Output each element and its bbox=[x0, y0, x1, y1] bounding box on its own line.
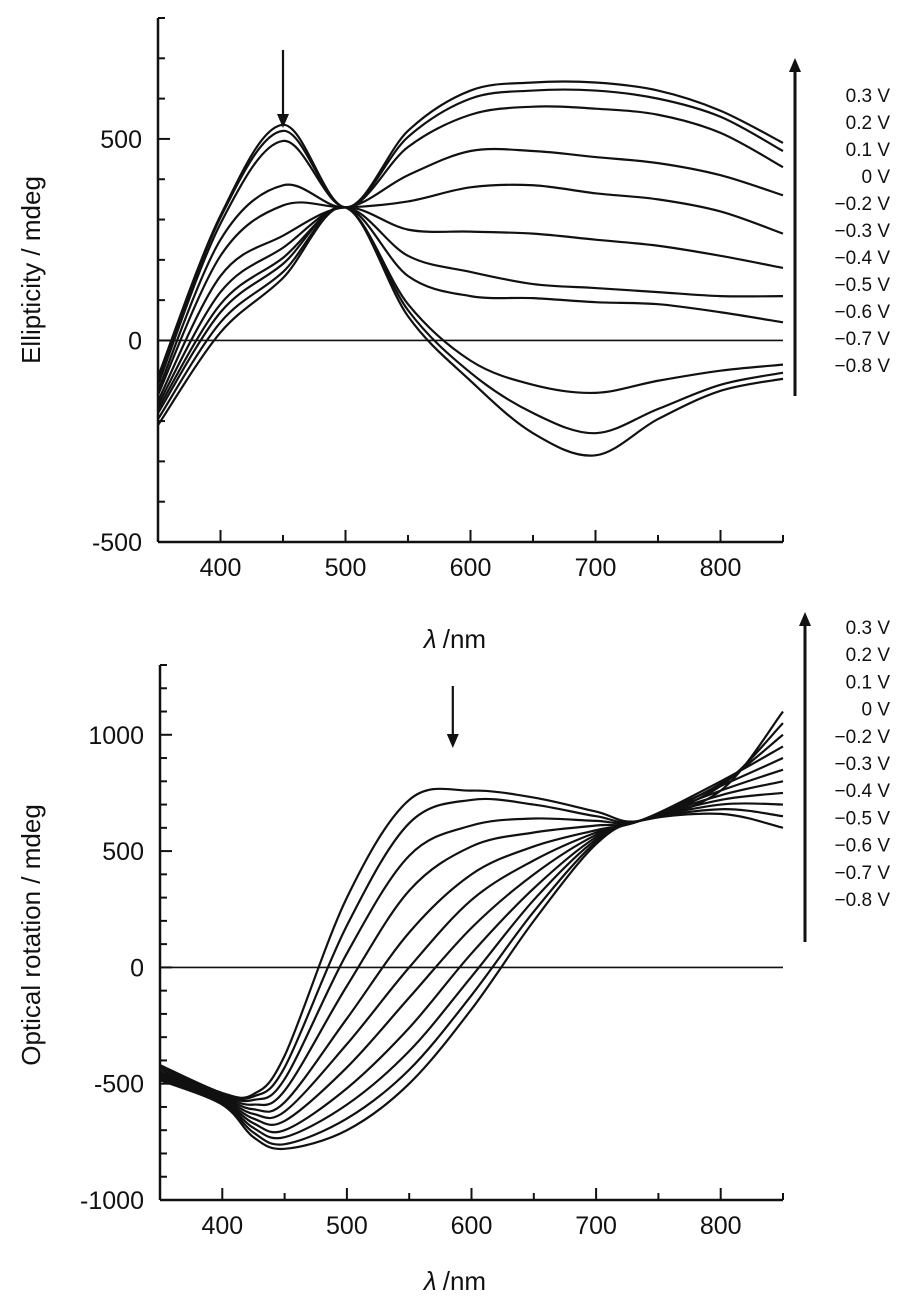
series-line-8 bbox=[159, 802, 784, 1140]
voltage-label: 0.2 V bbox=[846, 645, 891, 666]
y-tick-label: 500 bbox=[102, 838, 144, 866]
ellipticity-axes: 400 500 600 700 800 -500 0 500 bbox=[92, 17, 784, 582]
series-line-10 bbox=[159, 812, 784, 1151]
voltage-label: −0.3 V bbox=[835, 221, 891, 242]
voltage-label: −0.3 V bbox=[835, 754, 891, 775]
series-line-2 bbox=[156, 105, 784, 386]
series-line-6 bbox=[157, 206, 784, 406]
x-tick-label: 500 bbox=[325, 554, 367, 582]
voltage-label: −0.7 V bbox=[835, 329, 891, 350]
x-tick-label: 600 bbox=[451, 1212, 493, 1240]
annotation-arrow-head bbox=[446, 734, 459, 748]
voltage-label: 0.3 V bbox=[846, 86, 891, 107]
y-tick-label: -500 bbox=[94, 1071, 144, 1099]
y-tick-label: 0 bbox=[130, 954, 144, 982]
voltage-label: −0.6 V bbox=[835, 302, 891, 323]
x-tick-label: 800 bbox=[700, 1212, 742, 1240]
ellipticity-y-axis-title: Ellipticity / mdeg bbox=[16, 176, 46, 364]
voltage-label: −0.2 V bbox=[835, 194, 891, 215]
series-line-5 bbox=[157, 206, 784, 402]
series-line-0 bbox=[156, 80, 784, 378]
voltage-label: 0 V bbox=[861, 700, 890, 721]
series-line-1 bbox=[156, 88, 784, 382]
x-tick-label: 700 bbox=[575, 554, 617, 582]
y-tick-label: 1000 bbox=[88, 722, 144, 750]
optical-rotation-x-axis-title: λ/nm bbox=[422, 1266, 486, 1296]
voltage-label: 0.1 V bbox=[846, 140, 891, 161]
x-tick-label: 600 bbox=[450, 554, 492, 582]
optical-rotation-chart: 400 500 600 700 800 -1000 -500 0 500 1000 Optical… bbox=[16, 612, 890, 1296]
x-tick-label: 500 bbox=[326, 1212, 368, 1240]
series-line-4 bbox=[156, 183, 784, 396]
voltage-label: 0.2 V bbox=[846, 113, 891, 134]
series-line-8 bbox=[157, 205, 784, 414]
optical-rotation-y-axis-title: Optical rotation / mdeg bbox=[16, 804, 46, 1066]
series-line-7 bbox=[157, 206, 784, 410]
series-line-10 bbox=[157, 206, 784, 457]
voltage-arrow-head bbox=[789, 58, 801, 72]
lambda-symbol: λ bbox=[422, 1266, 437, 1296]
y-tick-label: 500 bbox=[100, 126, 142, 154]
x-tick-label: 800 bbox=[700, 554, 742, 582]
voltage-label: 0.1 V bbox=[846, 672, 891, 693]
x-tick-label: 700 bbox=[575, 1212, 617, 1240]
voltage-label: 0.3 V bbox=[846, 618, 891, 639]
series-line-7 bbox=[159, 791, 784, 1134]
voltage-label: −0.8 V bbox=[835, 890, 891, 911]
ellipticity-series-group bbox=[156, 80, 784, 457]
voltage-label: −0.5 V bbox=[835, 808, 891, 829]
series-line-3 bbox=[156, 147, 784, 392]
series-line-0 bbox=[159, 710, 784, 1099]
y-tick-label: -500 bbox=[92, 529, 142, 557]
x-axis-unit: /nm bbox=[443, 1266, 486, 1296]
voltage-label: −0.4 V bbox=[835, 248, 891, 269]
ellipticity-chart: 400 500 600 700 800 -500 0 500 Ellipticity / md… bbox=[16, 17, 890, 654]
voltage-label: 0 V bbox=[861, 167, 890, 188]
voltage-label: −0.4 V bbox=[835, 781, 891, 802]
voltage-arrow-head bbox=[799, 612, 811, 626]
series-line-5 bbox=[159, 768, 784, 1120]
ellipticity-x-axis-title: λ/nm bbox=[422, 624, 486, 654]
x-tick-label: 400 bbox=[201, 1212, 243, 1240]
x-tick-label: 400 bbox=[200, 554, 242, 582]
series-line-9 bbox=[157, 205, 784, 435]
voltage-label: −0.5 V bbox=[835, 275, 891, 296]
y-tick-label: -1000 bbox=[80, 1187, 144, 1215]
voltage-label: −0.6 V bbox=[835, 836, 891, 857]
annotation-arrow-head bbox=[277, 114, 289, 128]
series-line-1 bbox=[159, 722, 784, 1101]
voltage-label: −0.8 V bbox=[835, 356, 891, 377]
voltage-label: −0.2 V bbox=[835, 727, 891, 748]
optical-rotation-axes: 400 500 600 700 800 -1000 -500 0 500 1000 bbox=[80, 664, 784, 1240]
y-tick-label: 0 bbox=[128, 327, 142, 355]
voltage-label: −0.7 V bbox=[835, 863, 891, 884]
lambda-symbol: λ bbox=[422, 624, 437, 654]
ellipticity-voltage-legend: 0.3 V 0.2 V 0.1 V 0 V −0.2 V −0.3 V −0.4 V −0.5… bbox=[789, 58, 890, 396]
x-axis-unit: /nm bbox=[443, 624, 486, 654]
optical-rotation-voltage-legend: 0.3 V 0.2 V 0.1 V 0 V −0.2 V −0.3 V −0.4 V −0.5… bbox=[799, 612, 890, 942]
optical-rotation-series-group bbox=[159, 710, 784, 1151]
